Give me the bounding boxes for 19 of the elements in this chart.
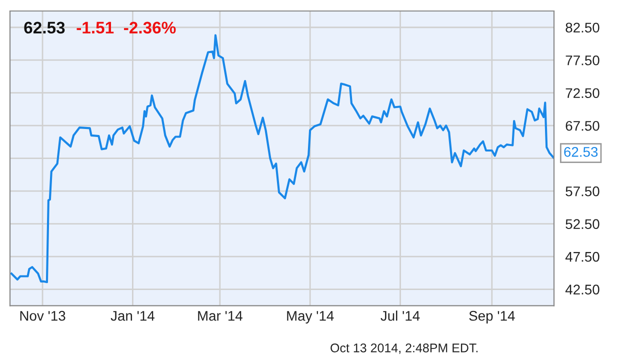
y-tick-label: 42.50 — [565, 284, 600, 294]
x-tick-label: May '14 — [287, 311, 334, 324]
text: 62.53 — [24, 22, 65, 34]
text: 62.53 — [564, 147, 598, 157]
line-series — [10, 34, 554, 284]
x-tick-label: Sep '14 — [469, 310, 515, 324]
y-tick-label: 67.50 — [566, 120, 600, 131]
y-tick-label: 57.50 — [566, 186, 600, 196]
text: Oct 13 2014, 2:48PM EDT. — [330, 344, 478, 354]
y-tick-label: 52.50 — [566, 219, 600, 230]
x-tick-label: Mar '14 — [198, 311, 242, 321]
y-tick-label: 77.50 — [566, 55, 600, 66]
x-tick-label: Nov '13 — [20, 310, 66, 321]
x-tick-label: Jul '14 — [380, 310, 420, 321]
y-tick-label: 47.50 — [565, 252, 600, 262]
y-tick-label: 72.50 — [566, 88, 600, 98]
y-tick-label: 82.50 — [566, 22, 600, 33]
text: -1.51 -2.36% — [76, 22, 176, 34]
x-tick-label: Jan '14 — [110, 311, 154, 321]
